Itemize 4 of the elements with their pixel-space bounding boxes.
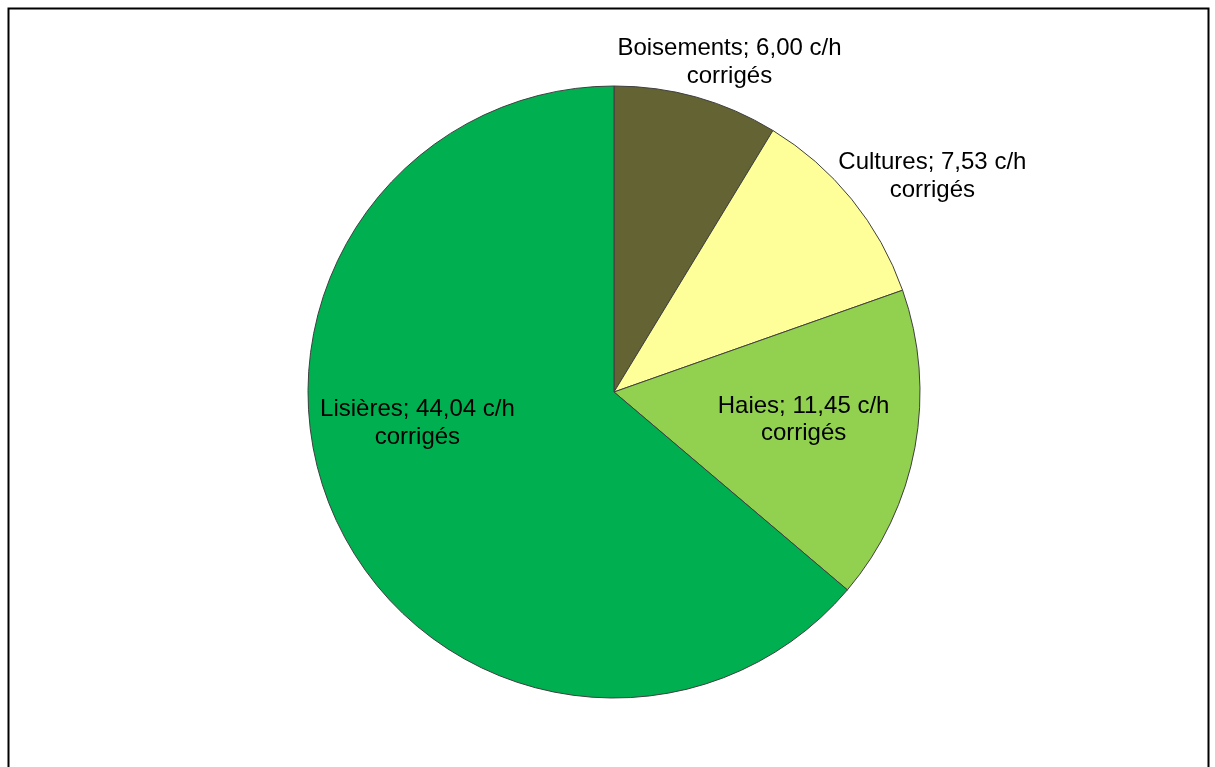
- slice-label: Lisières; 44,04 c/h corrigés: [320, 394, 515, 449]
- slice-label: Haies; 11,45 c/h corrigés: [717, 390, 890, 446]
- slice-label: Cultures; 7,53 c/h corrigés: [838, 147, 1027, 202]
- slice-label: Boisements; 6,00 c/h corrigés: [617, 33, 842, 88]
